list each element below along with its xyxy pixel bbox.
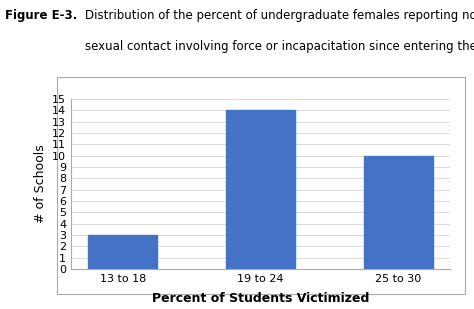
Text: sexual contact involving force or incapacitation since entering the IHE: sexual contact involving force or incapa… <box>85 40 474 53</box>
Text: Distribution of the percent of undergraduate females reporting nonconsensual: Distribution of the percent of undergrad… <box>85 9 474 22</box>
Text: Figure E-3.: Figure E-3. <box>5 9 77 22</box>
Bar <box>88 235 157 269</box>
Y-axis label: # of Schools: # of Schools <box>34 145 46 223</box>
Bar <box>364 155 433 269</box>
X-axis label: Percent of Students Victimized: Percent of Students Victimized <box>152 292 369 305</box>
Bar <box>226 110 295 269</box>
